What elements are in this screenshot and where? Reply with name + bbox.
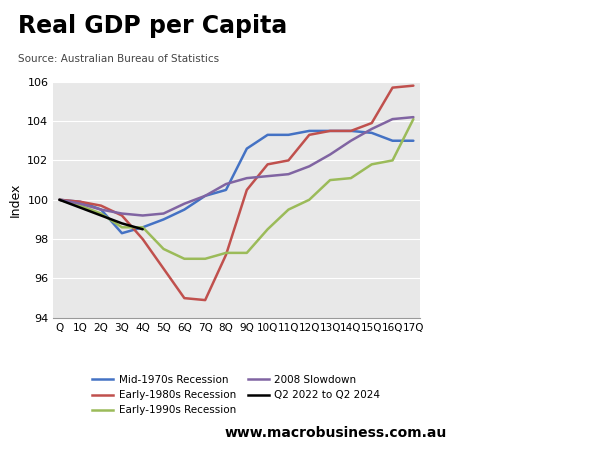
Text: Source: Australian Bureau of Statistics: Source: Australian Bureau of Statistics (18, 54, 219, 64)
Text: Real GDP per Capita: Real GDP per Capita (18, 14, 287, 38)
Text: www.macrobusiness.com.au: www.macrobusiness.com.au (225, 426, 447, 440)
Y-axis label: Index: Index (9, 183, 22, 217)
Text: BUSINESS: BUSINESS (459, 48, 551, 66)
Legend: Mid-1970s Recession, Early-1980s Recession, Early-1990s Recession, 2008 Slowdown: Mid-1970s Recession, Early-1980s Recessi… (92, 375, 381, 415)
Text: MACRO: MACRO (471, 20, 540, 39)
